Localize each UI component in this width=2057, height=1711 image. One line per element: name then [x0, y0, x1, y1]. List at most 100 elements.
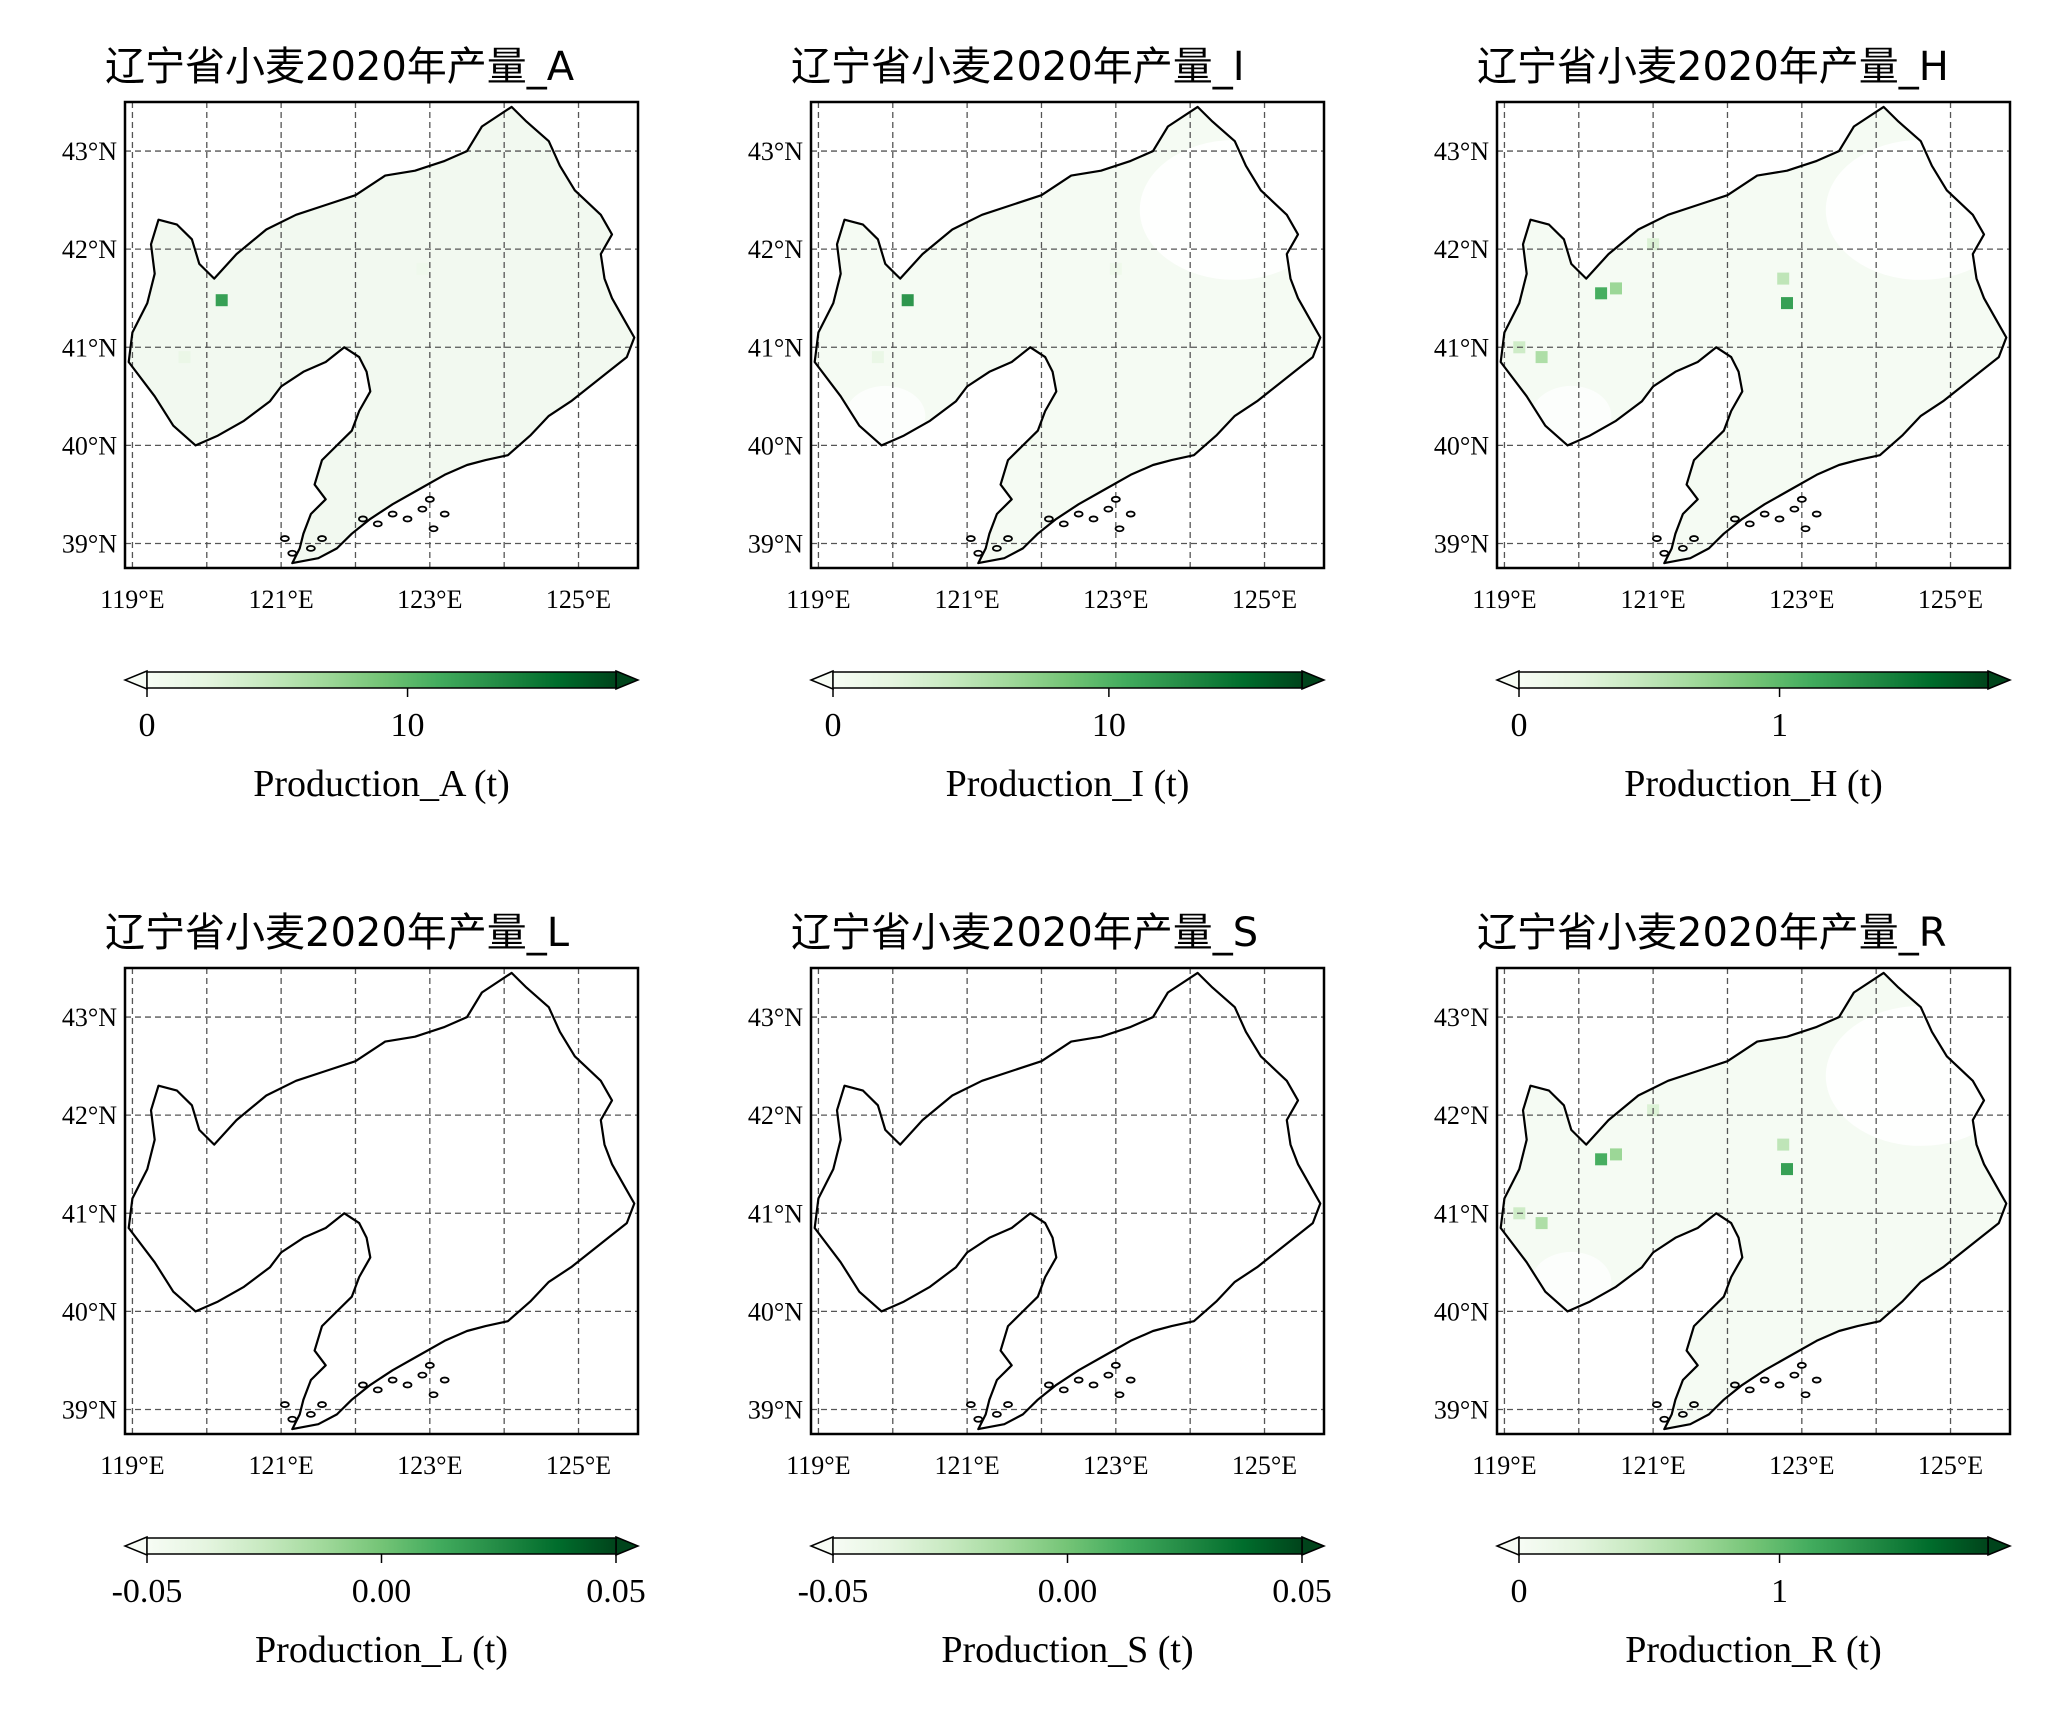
island	[1800, 1391, 1811, 1399]
island	[1114, 525, 1125, 533]
y-tick-label: 43°N	[62, 1003, 117, 1032]
map-frame	[1495, 100, 2012, 570]
island	[1073, 510, 1084, 518]
province-boundary	[127, 971, 636, 1431]
y-tick-label: 41°N	[748, 333, 803, 362]
island	[1058, 1386, 1069, 1394]
x-tick-label: 119°E	[100, 585, 164, 614]
y-tick-label: 43°N	[62, 137, 117, 166]
colorbar-tick-label: 0	[1511, 1573, 1528, 1610]
panel-title: 辽宁省小麦2020年产量_H	[1477, 44, 1949, 90]
y-tick-label: 39°N	[62, 529, 117, 558]
x-tick-label: 121°E	[248, 1451, 313, 1480]
map-panel-1: 辽宁省小麦2020年产量_A 119°E 121°E 123°E 125°E 43°N 42…	[62, 44, 640, 805]
island	[1651, 1401, 1662, 1408]
hotspot-cell	[1781, 1163, 1793, 1176]
hotspot-cell	[1777, 1138, 1790, 1151]
colorbar-extend-low	[123, 1535, 148, 1557]
y-tick-label: 42°N	[748, 1101, 803, 1130]
y-tick-label: 43°N	[1434, 137, 1489, 166]
panel-title: 辽宁省小麦2020年产量_I	[791, 44, 1245, 90]
nodata-patch	[1139, 139, 1321, 280]
x-tick-label: 125°E	[1918, 1451, 1983, 1480]
island	[1659, 549, 1670, 557]
island	[1796, 495, 1807, 503]
colorbar-extend-high	[1987, 1535, 2012, 1557]
x-tick-label: 119°E	[1472, 1451, 1536, 1480]
x-tick-label: 121°E	[934, 1451, 999, 1480]
colorbar-tick-label: 10	[1092, 707, 1126, 744]
island	[1088, 1381, 1099, 1389]
hotspot-cell	[1535, 351, 1548, 364]
province-boundary	[813, 105, 1322, 565]
nodata-patch	[1531, 385, 1612, 446]
colorbar-extend-low	[1495, 1535, 1520, 1557]
gridlines	[125, 968, 638, 1434]
island	[1103, 1371, 1114, 1379]
island	[424, 1361, 435, 1369]
y-tick-label: 40°N	[748, 431, 803, 460]
island	[428, 1391, 439, 1399]
island	[1677, 1410, 1688, 1418]
hotspot-cell	[1781, 297, 1793, 310]
island	[424, 495, 435, 503]
island	[1044, 1381, 1054, 1389]
island	[1759, 510, 1770, 518]
colorbar-tick-label: 0	[1511, 707, 1528, 744]
colorbar-label: Production_R (t)	[1625, 1629, 1881, 1671]
y-tick-label: 40°N	[748, 1297, 803, 1326]
colorbar	[1518, 1537, 1989, 1555]
colorbar-extend-high	[1301, 669, 1326, 691]
island	[1730, 515, 1740, 523]
island	[1058, 520, 1069, 528]
y-tick-label: 40°N	[62, 431, 117, 460]
y-tick-label: 41°N	[62, 333, 117, 362]
y-tick-label: 39°N	[748, 1395, 803, 1424]
x-tick-label: 125°E	[1232, 1451, 1297, 1480]
map-frame	[123, 966, 640, 1436]
map-panel-4: 辽宁省小麦2020年产量_L 119°E 121°E 123°E 125°E 43°N 42…	[62, 910, 646, 1671]
island	[1744, 520, 1755, 528]
panel-title: 辽宁省小麦2020年产量_R	[1477, 910, 1947, 956]
colorbar-tick-label: 0.00	[1038, 1573, 1098, 1610]
hotspot-cell	[1020, 429, 1033, 442]
island	[1003, 1401, 1013, 1408]
island	[973, 549, 984, 557]
island	[1759, 1376, 1770, 1384]
hotspot-cell	[215, 294, 228, 307]
y-tick-label: 39°N	[1434, 1395, 1489, 1424]
island	[1088, 515, 1099, 523]
x-tick-label: 123°E	[1769, 585, 1834, 614]
island	[439, 1376, 450, 1384]
colorbar-extend-high	[615, 669, 640, 691]
x-tick-label: 119°E	[786, 1451, 850, 1480]
hotspot-layer	[178, 262, 429, 364]
hotspot-cell	[871, 351, 884, 364]
hotspot-cell	[1595, 1153, 1608, 1166]
hotspot-cell	[901, 294, 914, 307]
x-tick-label: 123°E	[1769, 1451, 1834, 1480]
island	[372, 1386, 383, 1394]
colorbar-tick-label: 1	[1771, 707, 1788, 744]
hotspot-cell	[1610, 1148, 1622, 1161]
island	[417, 1371, 428, 1379]
island	[1789, 505, 1800, 513]
island	[1651, 535, 1662, 542]
province-boundary	[127, 105, 636, 565]
colorbar-extend-high	[615, 1535, 640, 1557]
colorbar-label: Production_L (t)	[255, 1629, 508, 1671]
y-tick-label: 40°N	[62, 1297, 117, 1326]
colorbar	[832, 671, 1303, 689]
colorbar-extend-high	[1301, 1535, 1326, 1557]
colorbar-label: Production_A (t)	[253, 763, 509, 805]
island	[1689, 535, 1699, 542]
hotspot-cell	[1777, 272, 1790, 285]
island	[1811, 510, 1822, 518]
map-panel-3: 辽宁省小麦2020年产量_H 119°E 121°E 123°E 125°E 43°N 42…	[1434, 44, 2012, 805]
y-tick-label: 42°N	[1434, 235, 1489, 264]
island	[1677, 544, 1688, 552]
colorbar-extend-high	[1987, 669, 2012, 691]
island	[317, 1401, 327, 1408]
x-tick-label: 121°E	[934, 585, 999, 614]
